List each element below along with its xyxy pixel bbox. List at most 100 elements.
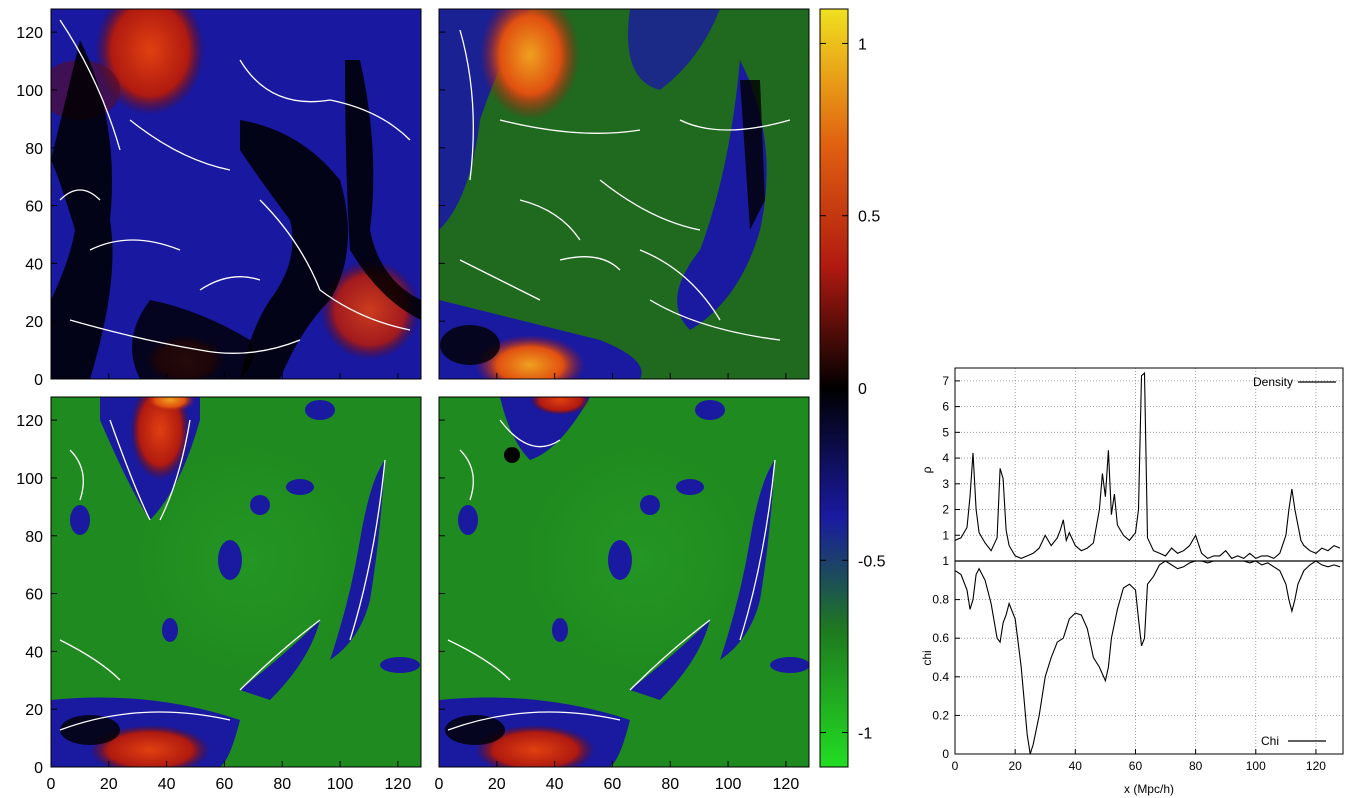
panel-bottom-right-void-blob-4 [552, 618, 568, 642]
panel-bottom-right-contours [447, 419, 776, 731]
panel-bl-x-tick-label: 20 [100, 776, 118, 793]
line-plot: 0 20 40 60 80 100 120 1 2 3 4 5 6 7 0 0.2 0.4 0.6 0.8 1 ρ c… [920, 367, 1344, 796]
panel-bl-x-tick-label: 40 [158, 776, 176, 793]
panel-top-left-filament-4 [132, 300, 254, 379]
panel-bl-y-tick-label: 0 [34, 760, 43, 777]
heatmap-panels [50, 8, 810, 768]
chi-y-tick-label: 0 [942, 747, 949, 761]
panel-top-right-void-region [439, 9, 530, 230]
panel-tl-y-tick-label: 80 [25, 141, 43, 158]
legend-density-label: Density [1253, 375, 1293, 389]
line-plot-x-tick-label: 60 [1129, 759, 1143, 773]
panel-tl-y-tick-label: 120 [16, 25, 43, 42]
panel-top-left-hot-region [95, 9, 205, 115]
panel-bottom-left-hot-region [130, 397, 190, 480]
panel-bl-y-tick-label: 60 [25, 587, 43, 604]
panel-bl-y-tick-label: 80 [25, 529, 43, 546]
panel-bl-y-tick-label: 40 [25, 644, 43, 661]
line-plot-x-tick-label: 120 [1306, 759, 1326, 773]
density-y-tick-label: 7 [942, 374, 949, 388]
line-plot-ticks: 0 20 40 60 80 100 120 1 2 3 4 5 6 7 0 0.2 0.4 0.6 0.8 1 [932, 374, 1326, 773]
panel-bottom-left-void-blob-5 [380, 657, 420, 673]
panel-top-left-filament-3 [345, 60, 421, 320]
panel-bl-y-tick-label: 20 [25, 702, 43, 719]
panel-bl-y-tick-label: 120 [16, 413, 43, 430]
panel-bottom-left-void-blob-7 [286, 479, 314, 495]
panel-bottom-right-void-blob-2 [608, 540, 632, 580]
panel-bottom-right-hot-region-2 [475, 725, 595, 767]
panel-bottom-right-void-blob-7 [676, 479, 704, 495]
panel-bottom-left-void-blob-6 [250, 495, 270, 515]
density-y-tick-label: 2 [942, 503, 949, 517]
panel-bottom-right-filament-2 [630, 620, 710, 700]
panel-bottom-right-light-region [520, 440, 760, 680]
panel-br-x-tick-label: 80 [661, 776, 679, 793]
panel-tl-y-tick-label: 100 [16, 83, 43, 100]
panel-bl-x-tick-label: 0 [47, 776, 56, 793]
panel-bottom-left-frame [50, 396, 422, 768]
panel-tl-y-tick-label: 40 [25, 256, 43, 273]
line-plot-x-tick-label: 0 [952, 759, 959, 773]
panel-bottom-right-dense-core [504, 447, 520, 463]
panel-bl-x-tick-label: 120 [385, 776, 412, 793]
panel-bl-x-tick-label: 100 [327, 776, 354, 793]
colorbar-tick-label: -1 [858, 726, 872, 743]
density-y-tick-label: 1 [942, 528, 949, 542]
panel-bottom-right-void-blob [458, 505, 478, 535]
panel-top-right-hot-region-2 [475, 335, 585, 379]
chi-y-tick-label: 1 [942, 554, 949, 568]
panel-bottom-right-void-blob-5 [770, 657, 809, 673]
panel-br-x-tick-label: 20 [488, 776, 506, 793]
colorbar: 1 0.5 0 -0.5 -1 [819, 8, 886, 768]
panel-br-x-tick-label: 120 [773, 776, 800, 793]
panel-bottom-left-dense-core [60, 715, 120, 745]
panel-bottom-right-frame [438, 396, 810, 768]
line-plot-x-tick-label: 80 [1189, 759, 1203, 773]
panel-top-left-filament [51, 40, 113, 379]
panel-bottom-left-filament-2 [240, 620, 320, 700]
chi-y-tick-label: 0.6 [932, 631, 949, 645]
panel-bottom-left-void-blob-3 [305, 400, 335, 420]
panel-top-right-void-region-2 [628, 9, 720, 90]
colorbar-tick-label: 0.5 [858, 209, 880, 226]
panel-top-right-dense-core [440, 325, 500, 365]
panel-bottom-left-contours [59, 419, 386, 731]
line-plot-x-tick-label: 20 [1008, 759, 1022, 773]
panel-br-x-tick-label: 40 [546, 776, 564, 793]
density-y-tick-label: 5 [942, 425, 949, 439]
colorbar-ticks: 1 0.5 0 -0.5 -1 [820, 36, 886, 743]
chi-y-tick-label: 0.8 [932, 593, 949, 607]
colorbar-tick-label: -0.5 [858, 553, 886, 570]
chi-y-tick-label: 0.2 [932, 708, 949, 722]
panel-bottom-left-filament [330, 460, 385, 660]
x-axis-label: x (Mpc/h) [1124, 782, 1174, 796]
panel-tick-labels: 0 20 40 60 80 100 120 0 20 40 60 80 100 120 0 20 40 60 80 1… [16, 25, 799, 793]
panel-bottom-left-hot-region-3 [90, 725, 210, 767]
panel-bottom-left-light-region [130, 440, 370, 680]
panel-bottom-right-hot-region [530, 397, 590, 415]
chi-series-line [954, 560, 1341, 755]
panel-top-right [438, 8, 810, 380]
density-y-tick-label: 3 [942, 477, 949, 491]
panel-top-left-frame [50, 8, 422, 380]
colorbar-tick-label: 0 [858, 381, 867, 398]
chi-y-tick-label: 0.4 [932, 670, 949, 684]
panel-bottom-left-void-blob [70, 505, 90, 535]
panel-bottom-left [50, 396, 422, 768]
panel-bottom-left-hot-region-2 [145, 397, 195, 412]
density-y-tick-label: 6 [942, 400, 949, 414]
panel-br-x-tick-label: 100 [715, 776, 742, 793]
panel-bottom-right-filament [720, 460, 775, 660]
panel-bl-y-tick-label: 100 [16, 471, 43, 488]
panel-top-right-frame [438, 8, 810, 380]
density-series-line [954, 371, 1341, 560]
panel-top-left-filament-2 [240, 120, 348, 379]
panel-top-right-hot-region [480, 9, 580, 120]
panel-bl-x-tick-label: 80 [273, 776, 291, 793]
panel-tl-y-tick-label: 0 [34, 372, 43, 389]
chi-y-axis-label: chi [920, 650, 934, 665]
panel-tl-y-tick-label: 60 [25, 199, 43, 216]
line-plot-x-tick-label: 100 [1246, 759, 1266, 773]
panel-top-right-contours [459, 29, 791, 341]
